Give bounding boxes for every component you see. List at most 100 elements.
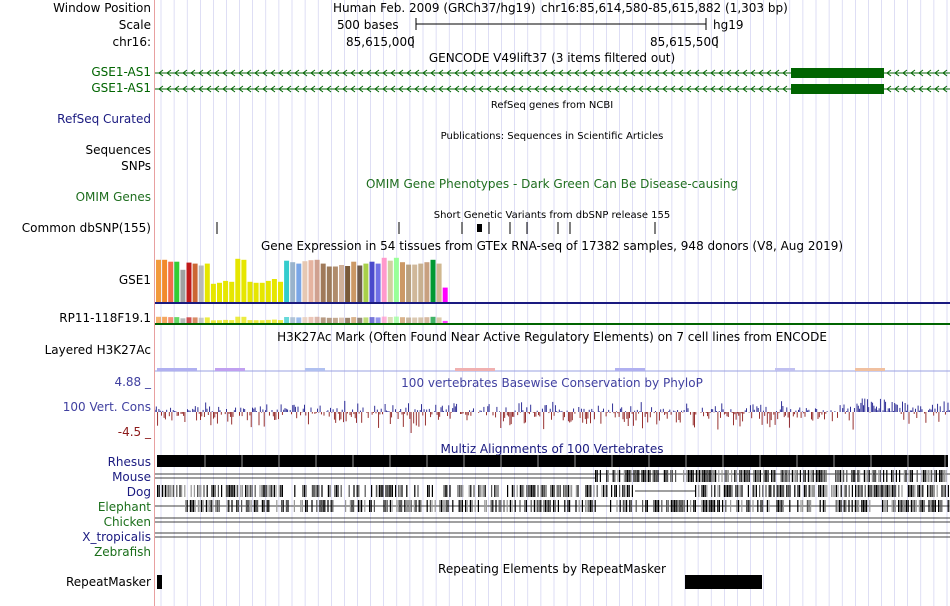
gene-strand-chevron [206,69,212,77]
gene-strand-chevron [614,69,620,77]
gtex-bar-small [381,316,387,323]
species-label-dog[interactable]: Dog [126,485,151,499]
species-label-rhesus[interactable]: Rhesus [107,455,151,469]
alignment-block [807,470,809,482]
track-label-refseq-curated[interactable]: RefSeq Curated [57,112,151,126]
alignment-block [875,470,877,482]
gtex-bar-chart[interactable] [156,257,448,302]
window-position-label: Window Position [53,1,151,15]
species-label-mouse[interactable]: Mouse [112,470,151,484]
species-label-zebrafish[interactable]: Zebrafish [94,545,151,559]
repeat-element-1[interactable] [157,575,162,589]
alignment-block [629,500,631,512]
alignment-block [856,500,858,512]
gene-strand-chevron [750,85,756,93]
gtex-rp11-bars[interactable] [156,316,448,324]
gene-strand-chevron [694,85,700,93]
alignment-block [449,485,451,497]
gtex-title: Gene Expression in 54 tissues from GTEx … [261,239,843,253]
track-label-gse1-as1-2[interactable]: GSE1-AS1 [91,81,151,95]
label-divider [154,0,155,606]
track-label-repeatmasker[interactable]: RepeatMasker [65,575,151,589]
alignment-block [399,500,401,512]
alignment-block [912,485,914,497]
alignment-block [611,485,613,497]
species-label-chicken[interactable]: Chicken [103,515,151,529]
alignment-block [762,500,764,512]
gtex-bar [412,264,418,302]
track-label-100-vert-cons[interactable]: 100 Vert. Cons [62,400,151,414]
species-label-x-tropicalis[interactable]: X_tropicalis [82,530,151,544]
phylop-conservation-wiggle[interactable] [155,398,950,434]
alignment-block [404,500,406,512]
gene-strand-chevron [158,69,164,77]
alignment-block [395,485,397,497]
species-label-elephant[interactable]: Elephant [97,500,151,514]
gene-strand-chevron [270,85,276,93]
track-label-rp11[interactable]: RP11-118F19.1 [59,311,151,325]
track-label-layered-h3k27ac[interactable]: Layered H3K27Ac [44,343,151,357]
repeat-element-2[interactable] [685,575,762,589]
alignment-block [206,485,208,497]
browser-image[interactable]: Human Feb. 2009 (GRCh37/hg19) chr16:85,6… [155,0,950,606]
h3k27ac-signal[interactable] [155,368,950,372]
alignment-block [928,500,930,512]
alignment-block [280,485,282,497]
track-label-snps[interactable]: SNPs [121,159,151,173]
alignment-block [914,485,916,497]
alignment-block [726,470,728,482]
alignment-block [405,500,407,512]
alignment-block [923,500,925,512]
alignment-block [747,470,749,482]
alignment-block [418,500,420,512]
gtex-bar-small [387,317,393,323]
gene-gse1-as1[interactable] [155,68,950,78]
alignment-block [712,500,714,512]
alignment-block [305,500,307,512]
gene-strand-chevron [374,69,380,77]
track-display-area[interactable]: Human Feb. 2009 (GRCh37/hg19) chr16:85,6… [155,0,950,606]
alignment-block [808,485,810,497]
alignment-block [396,500,398,512]
alignment-block [682,500,684,512]
track-label-sequences[interactable]: Sequences [85,143,151,157]
gene-strand-chevron [382,69,388,77]
alignment-block [707,500,709,512]
alignment-block [914,500,916,512]
alignment-block [752,485,754,497]
alignment-block [797,500,799,512]
alignment-block [882,485,884,497]
gtex-bar-small [180,318,186,323]
gene-strand-chevron [350,85,356,93]
gtex-bar-small [418,317,424,323]
omim-title: OMIM Gene Phenotypes - Dark Green Can Be… [366,177,738,191]
assembly-text: Human Feb. 2009 (GRCh37/hg19) [333,1,536,15]
alignment-block [675,470,677,482]
alignment-block [686,500,688,512]
gtex-bar [217,282,222,302]
gtex-bar [253,282,259,302]
alignment-block [843,470,845,482]
alignment-block [324,500,326,512]
alignment-block [543,500,545,512]
gene-strand-chevron [566,85,572,93]
gene-strand-chevron [262,85,268,93]
track-label-omim-genes[interactable]: OMIM Genes [75,190,151,204]
gtex-bar [381,257,387,302]
multiz-alignments[interactable] [155,455,950,538]
alignment-block [327,485,329,497]
h3k27ac-signal-segment [455,368,495,371]
gene-gse1-as1-2[interactable] [155,84,950,94]
alignment-block [163,485,165,497]
alignment-block [221,485,223,497]
alignment-block [933,485,935,497]
alignment-block [586,500,588,512]
track-label-gse1-as1[interactable]: GSE1-AS1 [91,65,151,79]
alignment-block [838,470,840,482]
track-label-gse1[interactable]: GSE1 [118,273,151,287]
gene-strand-chevron [542,69,548,77]
snp-markers[interactable] [216,222,656,234]
gtex-bar [369,261,375,302]
h3k27ac-signal-segment [215,368,245,371]
track-label-common-dbsnp[interactable]: Common dbSNP(155) [21,221,151,235]
